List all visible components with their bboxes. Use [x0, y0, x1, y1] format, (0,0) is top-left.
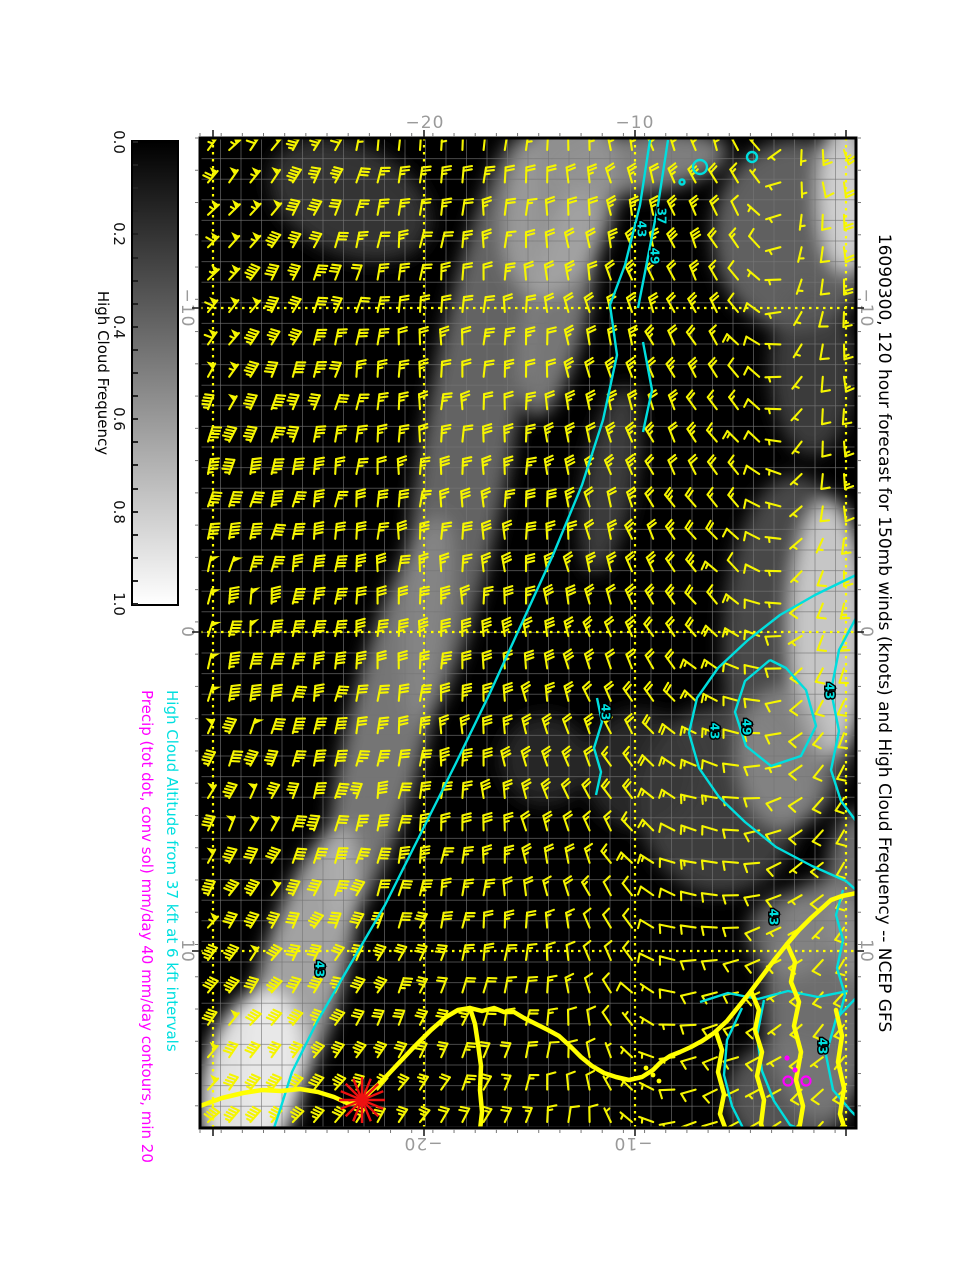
map-border — [198, 136, 858, 1130]
colorbar-gradient — [133, 142, 177, 604]
svg-text:43: 43 — [823, 683, 837, 700]
colorbar-tick — [133, 279, 138, 282]
colorbar-tick — [133, 556, 138, 559]
colorbar-tick — [133, 510, 138, 513]
colorbar-tick — [133, 141, 138, 143]
colorbar-tick — [133, 233, 138, 236]
island-dots — [643, 1065, 662, 1084]
axis-ticks — [195, 133, 861, 1133]
svg-text:49: 49 — [740, 719, 754, 736]
svg-text:43: 43 — [767, 909, 781, 926]
colorbar-tick — [133, 418, 138, 421]
axis-label-top: −20 — [405, 113, 445, 133]
svg-text:49: 49 — [648, 248, 662, 265]
svg-text:43: 43 — [635, 221, 649, 238]
svg-text:43: 43 — [313, 961, 327, 978]
colorbar-tick — [133, 464, 138, 467]
svg-text:37: 37 — [655, 208, 669, 225]
colorbar-tick — [133, 302, 138, 305]
colorbar-tick — [133, 325, 138, 328]
colorbar — [131, 140, 179, 606]
wind-barbs — [200, 138, 856, 1128]
colorbar-tick — [133, 487, 138, 490]
colorbar-tick — [133, 579, 138, 582]
station-marker-star — [339, 1077, 385, 1123]
colorbar-tick — [133, 603, 138, 605]
coastline — [200, 890, 856, 1128]
colorbar-tick — [133, 533, 138, 536]
colorbar-tick — [133, 256, 138, 259]
colorbar-tick — [133, 348, 138, 351]
svg-text:43: 43 — [599, 704, 613, 721]
colorbar-tick — [133, 441, 138, 444]
colorbar-tick — [133, 372, 138, 374]
colorbar-tick — [133, 210, 138, 213]
svg-text:43: 43 — [708, 723, 722, 740]
colorbar-tick — [133, 395, 138, 398]
axis-label-top: −10 — [615, 113, 655, 133]
colorbar-tick — [133, 187, 138, 190]
cloud-altitude-contours — [272, 139, 856, 1128]
colorbar-tick — [133, 164, 138, 167]
svg-text:43: 43 — [816, 1038, 830, 1055]
contour-labels: 37 43 49 43 49 43 43 43 43 43 — [311, 206, 838, 1056]
precip-contours — [782, 1055, 812, 1087]
major-axis-ticks — [192, 130, 864, 1136]
